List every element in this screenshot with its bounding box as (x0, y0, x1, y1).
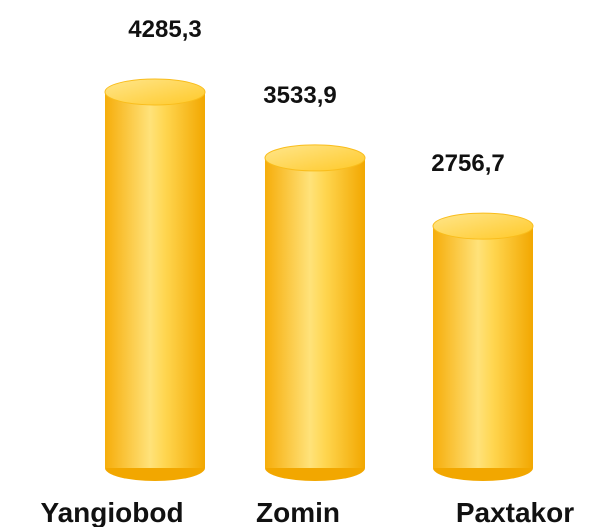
x-tick-label: Yangiobod (40, 497, 183, 527)
cylinder (104, 78, 206, 481)
cylinder-top (432, 212, 534, 240)
cylinder-top (104, 78, 206, 106)
cylinder (432, 212, 534, 481)
cylinder (264, 144, 366, 481)
cylinder-top (264, 144, 366, 172)
bar (105, 92, 205, 468)
value-label: 4285,3 (128, 16, 201, 43)
value-label: 2756,7 (431, 150, 504, 177)
value-label: 3533,9 (263, 82, 336, 109)
bar (265, 157, 365, 468)
x-tick-label: Zomin (256, 497, 340, 527)
bar (433, 226, 533, 468)
x-tick-label: Paxtakor (456, 497, 574, 527)
